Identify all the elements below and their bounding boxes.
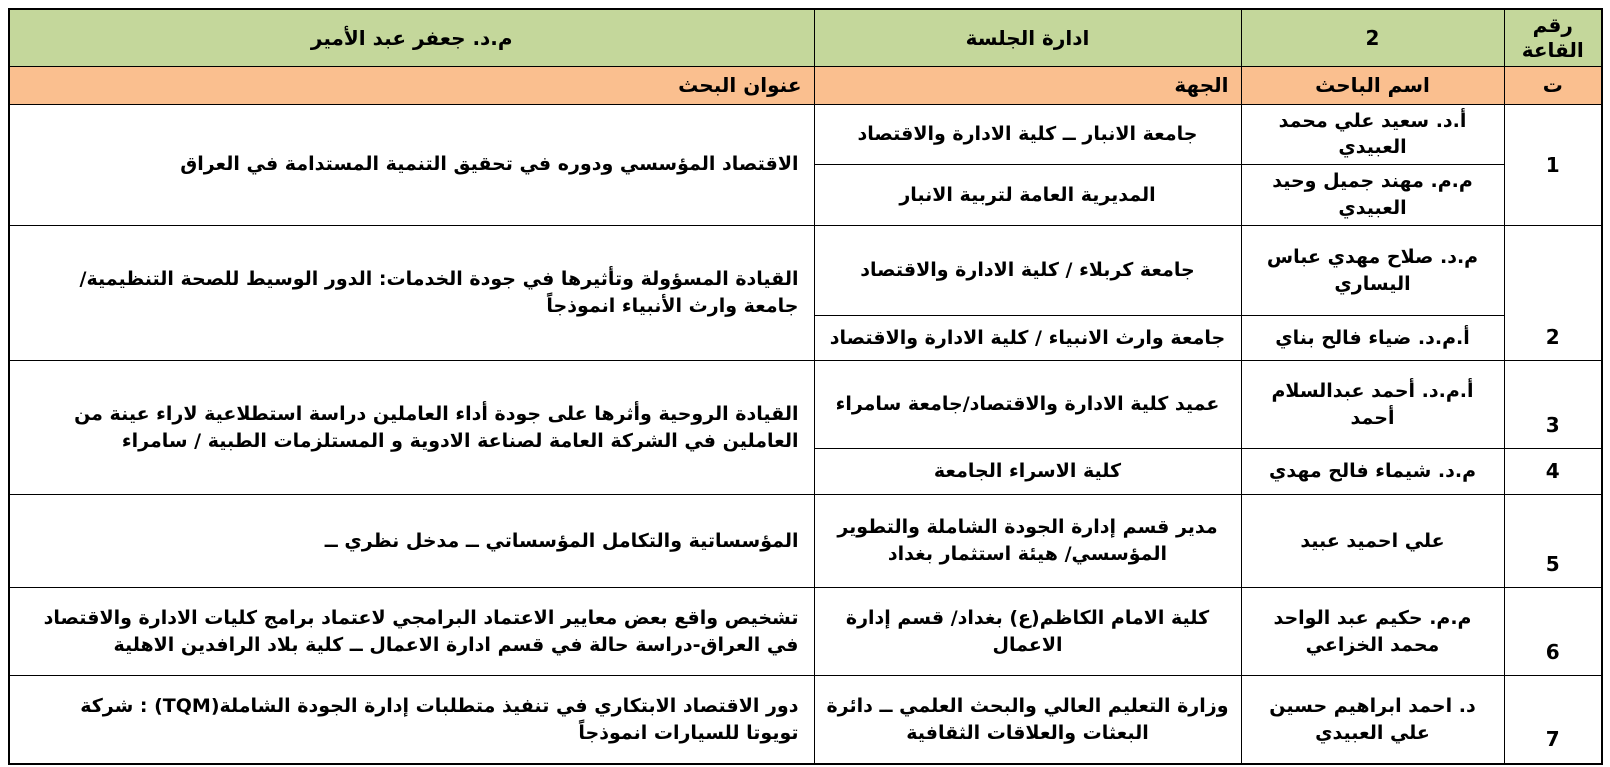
serial-cell: 2 xyxy=(1503,225,1603,362)
table-row: 7 د. احمد ابراهيم حسين علي العبيدي وزارة… xyxy=(8,675,1603,765)
session-chair-cell: م.د. جعفر عبد الأمير xyxy=(8,8,815,67)
room-number-label-cell: رقم القاعة xyxy=(1503,8,1603,67)
room-number-value-cell: 2 xyxy=(1240,8,1505,67)
research-title-cell: القيادة المسؤولة وتأثيرها في جودة الخدما… xyxy=(8,225,815,362)
researcher-cell: أ.م.د. أحمد عبدالسلام أحمد xyxy=(1240,360,1505,450)
entity-cell: جامعة كربلاء / كلية الادارة والاقتصاد xyxy=(813,225,1242,317)
researcher-cell: م.م. حكيم عبد الواحد محمد الخزاعي xyxy=(1240,587,1505,677)
serial-cell: 1 xyxy=(1503,103,1603,227)
table-row: 4 م.د. شيماء فالح مهدي كلية الاسراء الجا… xyxy=(9,448,1603,496)
research-title-cell: الاقتصاد المؤسسي ودوره في تحقيق التنمية … xyxy=(8,103,815,227)
serial-header-cell: ت xyxy=(1503,65,1603,105)
serial-cell: 4 xyxy=(1503,448,1603,496)
research-title-cell: تشخيص واقع بعض معايير الاعتماد البرامجي … xyxy=(8,587,815,677)
table-row: 6 م.م. حكيم عبد الواحد محمد الخزاعي كلية… xyxy=(8,587,1603,677)
table-row: 2 م.د. صلاح مهدي عباس اليساري جامعة كربل… xyxy=(8,225,1603,362)
entity-cell: كلية الاسراء الجامعة xyxy=(813,448,1242,496)
entity-cell: مدير قسم إدارة الجودة الشاملة والتطوير ا… xyxy=(813,494,1242,589)
entity-cell: جامعة الانبار ــ كلية الادارة والاقتصاد xyxy=(813,103,1242,166)
session-management-header-cell: ادارة الجلسة xyxy=(813,8,1242,67)
researcher-name-header-cell: اسم الباحث xyxy=(1240,65,1505,105)
research-title-cell: دور الاقتصاد الابتكاري في تنفيذ متطلبات … xyxy=(8,675,815,765)
table-row: م.م. مهند جميل وحيد العبيدي المديرية الع… xyxy=(9,164,1602,227)
researcher-cell: م.د. شيماء فالح مهدي xyxy=(1240,448,1505,496)
entity-cell: عميد كلية الادارة والاقتصاد/جامعة سامراء xyxy=(813,360,1242,450)
table-row: 5 علي احميد عبيد مدير قسم إدارة الجودة ا… xyxy=(8,494,1603,589)
entity-cell: كلية الامام الكاظم(ع) بغداد/ قسم إدارة ا… xyxy=(813,587,1242,677)
research-title-cell: المؤسساتية والتكامل المؤسساتي ــ مدخل نظ… xyxy=(8,494,815,589)
serial-cell: 5 xyxy=(1503,494,1603,589)
table-row: 1 أ.د. سعيد علي محمد العبيدي جامعة الانب… xyxy=(8,103,1603,227)
table-header-top: رقم القاعة 2 ادارة الجلسة م.د. جعفر عبد … xyxy=(8,8,1603,67)
researcher-cell: علي احميد عبيد xyxy=(1240,494,1505,589)
researcher-cell: أ.د. سعيد علي محمد العبيدي xyxy=(1240,103,1505,166)
document-page: رقم القاعة 2 ادارة الجلسة م.د. جعفر عبد … xyxy=(8,0,1610,765)
research-title-cell: القيادة الروحية وأثرها على جودة أداء الع… xyxy=(8,360,815,496)
entity-header-cell: الجهة xyxy=(813,65,1242,105)
serial-cell: 7 xyxy=(1503,675,1603,765)
research-title-header-cell: عنوان البحث xyxy=(8,65,815,105)
serial-cell: 3 xyxy=(1503,360,1603,450)
researcher-cell: م.د. صلاح مهدي عباس اليساري xyxy=(1240,225,1505,317)
researcher-cell: م.م. مهند جميل وحيد العبيدي xyxy=(1240,164,1505,227)
session-schedule-table: رقم القاعة 2 ادارة الجلسة م.د. جعفر عبد … xyxy=(8,8,1603,765)
researcher-cell: د. احمد ابراهيم حسين علي العبيدي xyxy=(1240,675,1505,765)
entity-cell: المديرية العامة لتربية الانبار xyxy=(813,164,1242,227)
researcher-cell: أ.م.د. ضياء فالح بناي xyxy=(1240,315,1505,362)
table-row: 3 أ.م.د. أحمد عبدالسلام أحمد عميد كلية ا… xyxy=(8,360,1603,496)
table-header-columns: ت اسم الباحث الجهة عنوان البحث xyxy=(8,65,1603,105)
table-row: أ.م.د. ضياء فالح بناي جامعة وارث الانبيا… xyxy=(9,315,1602,362)
serial-cell: 6 xyxy=(1503,587,1603,677)
entity-cell: وزارة التعليم العالي والبحث العلمي ــ دا… xyxy=(813,675,1242,765)
entity-cell: جامعة وارث الانبياء / كلية الادارة والاق… xyxy=(813,315,1242,362)
